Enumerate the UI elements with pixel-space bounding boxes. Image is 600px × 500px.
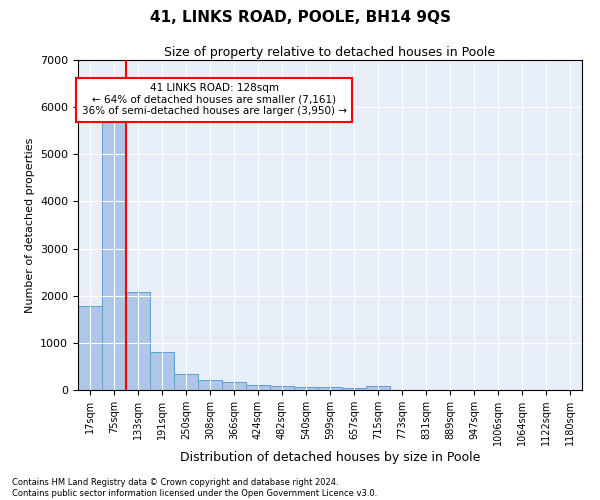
Bar [222,382,246,390]
Bar [174,374,198,390]
Bar [294,387,318,390]
Y-axis label: Number of detached properties: Number of detached properties [25,138,35,312]
Title: Size of property relative to detached houses in Poole: Size of property relative to detached ho… [164,46,496,59]
Text: 41 LINKS ROAD: 128sqm
← 64% of detached houses are smaller (7,161)
36% of semi-d: 41 LINKS ROAD: 128sqm ← 64% of detached … [82,83,347,116]
Bar [150,352,174,390]
Bar [102,114,126,390]
Bar [246,385,270,390]
Bar [366,386,390,390]
Text: Contains HM Land Registry data © Crown copyright and database right 2024.
Contai: Contains HM Land Registry data © Crown c… [12,478,377,498]
Bar [342,388,366,390]
Bar [126,292,150,390]
Bar [270,386,294,390]
Bar [198,380,222,390]
Bar [318,388,342,390]
Bar [78,306,102,390]
Text: 41, LINKS ROAD, POOLE, BH14 9QS: 41, LINKS ROAD, POOLE, BH14 9QS [149,10,451,25]
X-axis label: Distribution of detached houses by size in Poole: Distribution of detached houses by size … [180,451,480,464]
